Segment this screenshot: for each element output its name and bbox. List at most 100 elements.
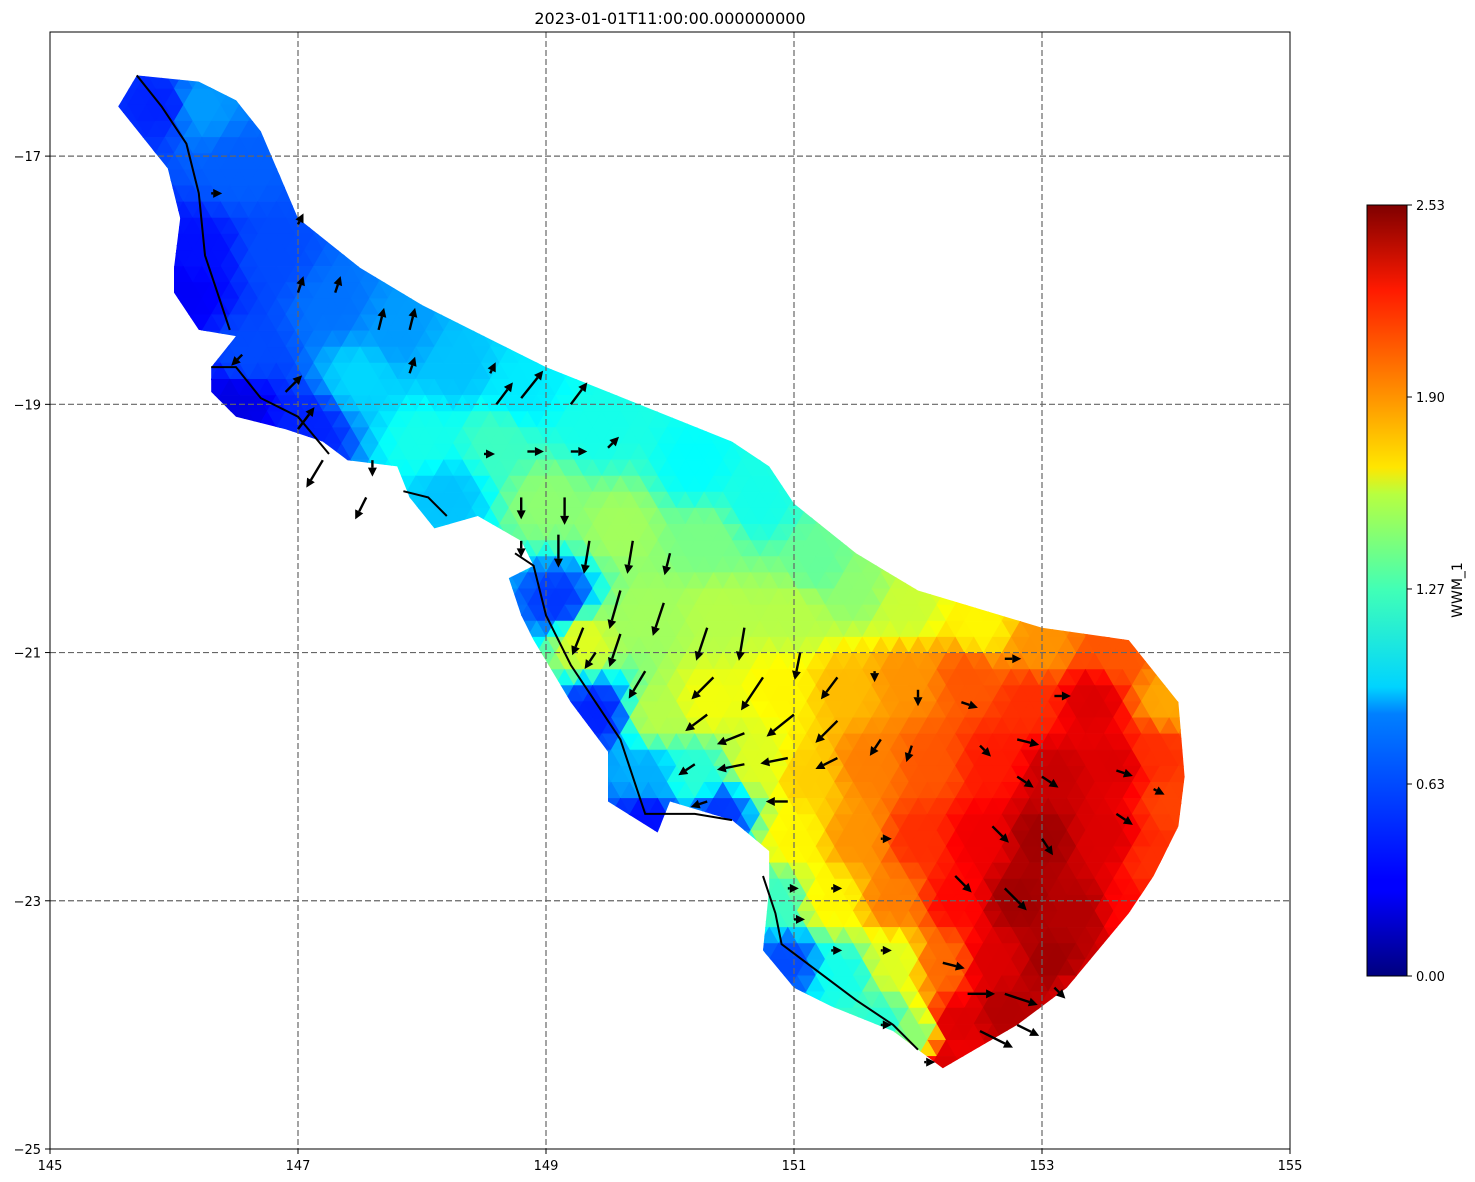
field-cell	[1131, 588, 1152, 606]
field-cell	[954, 201, 975, 219]
field-cell	[610, 185, 631, 203]
field-cell	[517, 330, 538, 348]
field-cell	[126, 685, 147, 703]
field-cell	[350, 475, 370, 493]
field-cell	[498, 201, 519, 219]
field-cell	[824, 443, 845, 461]
field-cell	[118, 443, 129, 461]
field-cell	[489, 298, 510, 316]
field-cell	[433, 104, 454, 122]
field-cell	[443, 137, 463, 155]
field-cell	[118, 265, 138, 283]
field-cell	[898, 265, 919, 283]
field-cell	[629, 362, 649, 380]
field-cell	[1122, 233, 1142, 251]
field-cell	[1188, 218, 1207, 234]
field-cell	[173, 588, 194, 606]
field-cell	[1001, 217, 1021, 235]
field-cell	[350, 120, 370, 138]
field-cell	[759, 137, 780, 155]
field-cell	[424, 201, 445, 219]
field-cell	[340, 104, 361, 122]
field-cell	[815, 169, 835, 187]
field-cell	[963, 443, 984, 461]
field-cell	[787, 298, 807, 316]
field-cell	[1029, 233, 1049, 251]
field-cell	[480, 104, 501, 122]
field-cell	[359, 669, 380, 687]
field-cell	[405, 88, 426, 106]
field-cell	[489, 572, 510, 590]
field-cell	[991, 507, 1012, 526]
field-cell	[322, 475, 342, 493]
field-cell	[415, 88, 435, 106]
field-cell	[918, 57, 937, 73]
field-cell	[154, 620, 175, 638]
field-cell	[526, 314, 547, 332]
field-cell	[312, 169, 333, 187]
field-cell	[489, 75, 510, 90]
field-cell	[452, 250, 473, 267]
field-cell	[1177, 556, 1185, 574]
field-cell	[1076, 57, 1095, 73]
field-cell	[312, 636, 333, 654]
field-cell	[805, 88, 826, 106]
field-cell	[527, 57, 546, 73]
field-cell	[917, 185, 938, 203]
field-cell	[667, 57, 686, 73]
field-cell	[759, 185, 780, 203]
field-cell	[1177, 652, 1185, 670]
field-cell	[861, 217, 882, 235]
field-cell	[238, 668, 259, 686]
field-cell	[982, 233, 1003, 251]
field-cell	[582, 88, 603, 106]
field-cell	[359, 104, 380, 122]
field-cell	[982, 395, 1003, 413]
field-cell	[768, 282, 789, 300]
field-cell	[118, 524, 129, 542]
field-cell	[452, 572, 473, 590]
field-cell	[582, 282, 603, 300]
field-cell	[1197, 557, 1216, 573]
field-cell	[368, 588, 389, 606]
field-cell	[963, 491, 984, 509]
field-cell	[843, 411, 863, 429]
field-cell	[610, 298, 631, 316]
field-cell	[1188, 605, 1207, 621]
field-cell	[1001, 427, 1021, 445]
field-cell	[954, 588, 975, 606]
field-cell	[303, 669, 324, 687]
field-cell	[713, 57, 732, 73]
field-cell	[573, 233, 594, 251]
field-cell	[1177, 362, 1185, 380]
field-cell	[908, 281, 928, 300]
field-cell	[526, 250, 547, 267]
field-cell	[833, 427, 854, 445]
field-cell	[982, 330, 1003, 348]
field-cell	[1112, 378, 1133, 396]
field-cell	[1131, 266, 1152, 284]
field-cell	[1197, 444, 1216, 460]
field-cell	[368, 233, 389, 251]
field-cell	[898, 330, 919, 348]
field-cell	[471, 523, 491, 541]
field-cell	[759, 395, 780, 413]
field-cell	[750, 169, 770, 187]
field-cell	[1177, 459, 1185, 477]
field-cell	[471, 88, 491, 106]
field-cell	[1094, 201, 1114, 219]
field-cell	[675, 104, 696, 122]
field-cell	[1188, 621, 1207, 637]
field-cell	[1131, 507, 1152, 525]
field-cell	[1149, 652, 1170, 671]
field-cell	[1168, 620, 1185, 638]
field-cell	[471, 701, 491, 719]
field-cell	[815, 137, 835, 155]
field-cell	[870, 507, 891, 525]
field-cell	[1075, 330, 1096, 348]
field-cell	[926, 314, 947, 332]
field-cell	[750, 75, 770, 90]
field-cell	[666, 137, 687, 155]
field-cell	[805, 475, 826, 493]
field-cell	[991, 282, 1012, 300]
